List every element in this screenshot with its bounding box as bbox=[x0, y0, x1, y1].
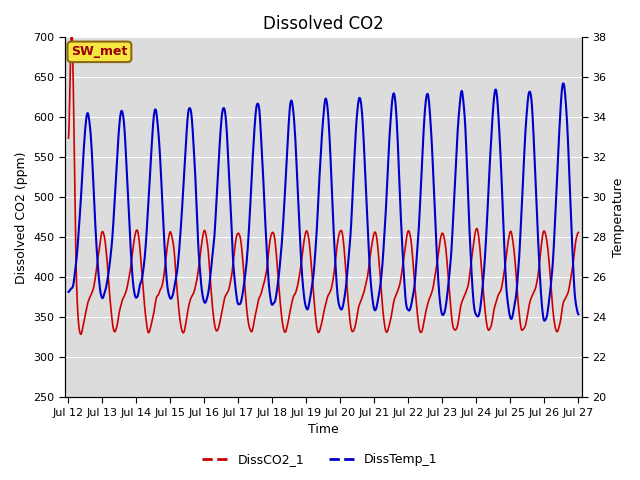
Title: Dissolved CO2: Dissolved CO2 bbox=[263, 15, 384, 33]
Text: SW_met: SW_met bbox=[71, 45, 127, 59]
Y-axis label: Temperature: Temperature bbox=[612, 178, 625, 257]
X-axis label: Time: Time bbox=[308, 423, 339, 436]
Bar bbox=[65, 37, 582, 397]
Y-axis label: Dissolved CO2 (ppm): Dissolved CO2 (ppm) bbox=[15, 151, 28, 284]
Legend: DissCO2_1, DissTemp_1: DissCO2_1, DissTemp_1 bbox=[197, 448, 443, 471]
